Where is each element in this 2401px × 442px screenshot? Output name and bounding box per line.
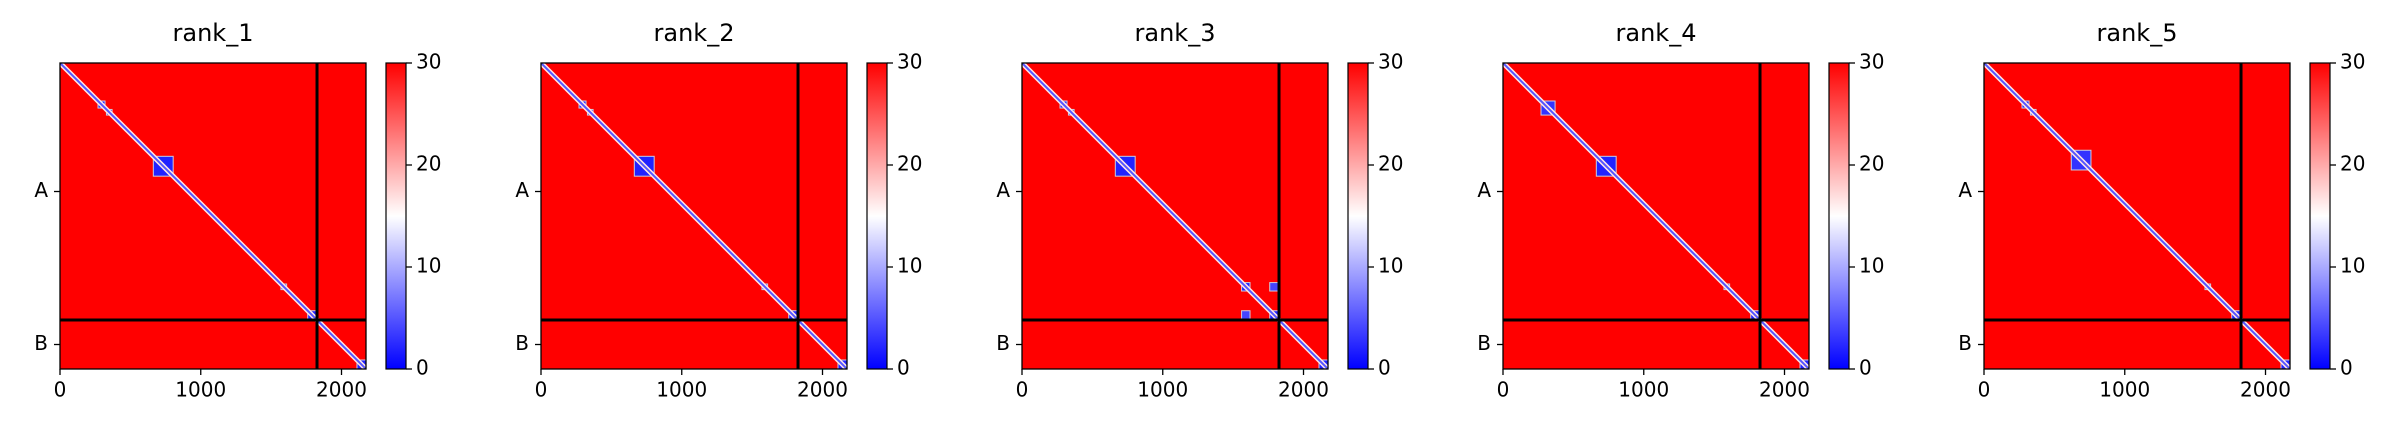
title: rank_1	[173, 19, 254, 47]
x-tick-label: 0	[54, 378, 67, 402]
x-tick-label: 2000	[797, 378, 848, 402]
y-tick-label: A	[996, 178, 1010, 202]
heatmap	[1984, 63, 2290, 369]
colorbar-tick-label: 30	[416, 50, 441, 74]
axes-frame	[540, 62, 848, 370]
colorbar	[2309, 62, 2331, 370]
heatmap	[541, 63, 847, 369]
colorbar	[1828, 62, 1850, 370]
colorbar-tick-label: 30	[897, 50, 922, 74]
x-tick-label: 2000	[316, 378, 367, 402]
title: rank_3	[1135, 19, 1216, 47]
colorbar-tick-label: 0	[416, 356, 429, 380]
x-tick-label: 0	[1497, 378, 1510, 402]
y-tick-label: A	[1477, 178, 1491, 202]
y-tick-label: A	[1958, 178, 1972, 202]
colorbar	[385, 62, 407, 370]
title: rank_4	[1616, 19, 1697, 47]
colorbar	[1347, 62, 1369, 370]
colorbar-tick-label: 0	[1859, 356, 1872, 380]
colorbar-tick-label: 10	[897, 254, 922, 278]
colorbar-tick-label: 30	[2340, 50, 2365, 74]
heatmap	[60, 63, 366, 369]
x-tick-label: 1000	[175, 378, 226, 402]
x-tick-label: 0	[535, 378, 548, 402]
x-tick-label: 2000	[1278, 378, 1329, 402]
colorbar-tick-label: 0	[1378, 356, 1391, 380]
diagonal	[1984, 63, 2290, 369]
colorbar-tick-label: 20	[416, 152, 441, 176]
colorbar-tick-label: 10	[2340, 254, 2365, 278]
x-tick-label: 0	[1978, 378, 1991, 402]
y-tick-label: B	[1477, 331, 1491, 355]
axes-frame	[1983, 62, 2291, 370]
colorbar-tick-label: 0	[2340, 356, 2353, 380]
diagonal	[1022, 63, 1328, 369]
x-tick-label: 1000	[2099, 378, 2150, 402]
y-tick-label: B	[996, 331, 1010, 355]
x-tick-label: 1000	[1137, 378, 1188, 402]
colorbar-tick-label: 0	[897, 356, 910, 380]
colorbar-tick-label: 20	[1859, 152, 1884, 176]
diagonal	[541, 63, 847, 369]
x-tick-label: 1000	[1618, 378, 1669, 402]
x-tick-label: 2000	[1759, 378, 1810, 402]
y-tick-label: A	[515, 178, 529, 202]
y-tick-label: B	[1958, 331, 1972, 355]
y-tick-label: B	[34, 331, 48, 355]
colorbar-tick-label: 20	[2340, 152, 2365, 176]
axes-frame	[59, 62, 367, 370]
colorbar-tick-label: 30	[1859, 50, 1884, 74]
colorbar-tick-label: 10	[416, 254, 441, 278]
title: rank_2	[654, 19, 735, 47]
colorbar-tick-label: 10	[1859, 254, 1884, 278]
diagonal	[1503, 63, 1809, 369]
y-tick-label: A	[34, 178, 48, 202]
axes-frame	[1502, 62, 1810, 370]
heatmap	[1503, 63, 1809, 369]
colorbar-tick-label: 20	[897, 152, 922, 176]
x-tick-label: 1000	[656, 378, 707, 402]
colorbar-tick-label: 10	[1378, 254, 1403, 278]
title: rank_5	[2097, 19, 2178, 47]
x-tick-label: 0	[1016, 378, 1029, 402]
colorbar	[866, 62, 888, 370]
axes-frame	[1021, 62, 1329, 370]
x-tick-label: 2000	[2240, 378, 2291, 402]
colorbar-tick-label: 20	[1378, 152, 1403, 176]
diagonal	[60, 63, 366, 369]
y-tick-label: B	[515, 331, 529, 355]
colorbar-tick-label: 30	[1378, 50, 1403, 74]
heatmap	[1022, 63, 1328, 369]
